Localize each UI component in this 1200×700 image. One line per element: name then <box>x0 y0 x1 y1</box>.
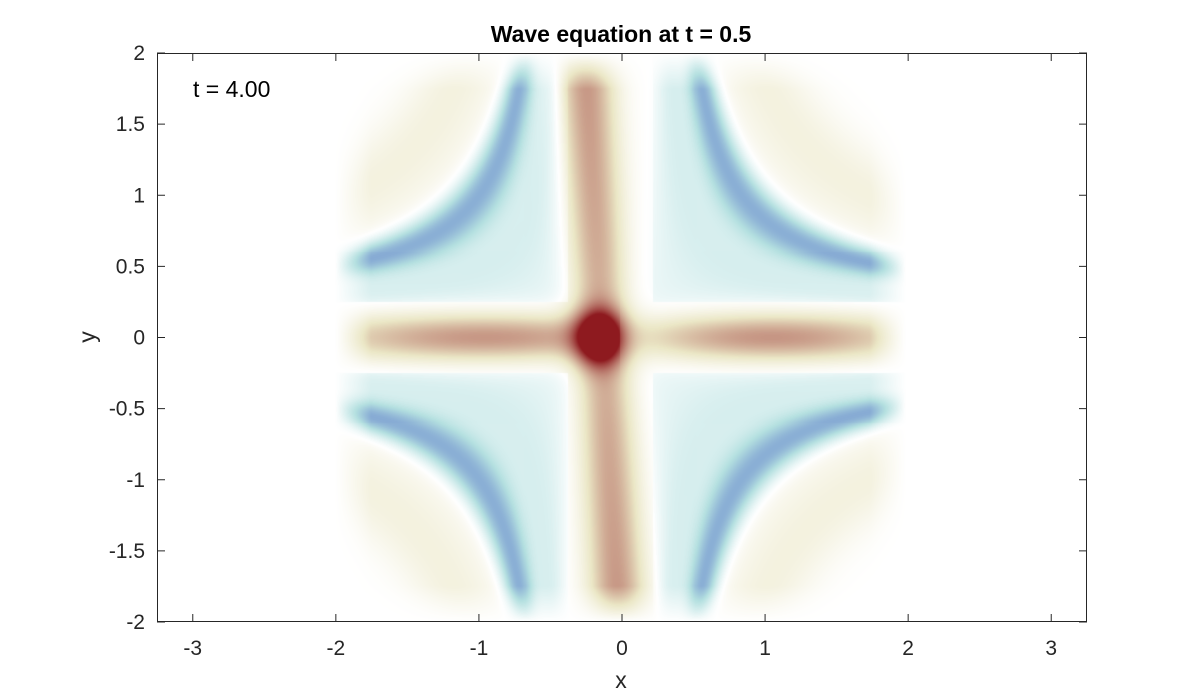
x-tick-label: -1 <box>470 637 489 660</box>
x-axis-label: x <box>615 667 627 693</box>
x-tick-label: 3 <box>1045 637 1057 660</box>
y-tick-label: 2 <box>133 42 145 65</box>
x-tick-label: 2 <box>902 637 914 660</box>
wave-field-heatmap <box>335 53 906 622</box>
y-tick-label: -2 <box>126 611 145 634</box>
x-tick-label: 0 <box>616 637 628 660</box>
x-tick-label: -3 <box>183 637 202 660</box>
chart-title: Wave equation at t = 0.5 <box>491 21 752 47</box>
y-tick-labels: -2 -1.5 -1 -0.5 0 0.5 1 1.5 2 <box>109 42 145 634</box>
y-tick-label: 1.5 <box>116 113 145 136</box>
y-tick-label: 0.5 <box>116 255 145 278</box>
time-annotation: t = 4.00 <box>193 76 270 102</box>
y-axis-label: y <box>74 331 100 343</box>
plot-area <box>157 52 1087 623</box>
x-tick-label: 1 <box>759 637 771 660</box>
y-tick-label: 1 <box>133 184 145 207</box>
x-tick-label: -2 <box>327 637 346 660</box>
x-tick-labels: -3 -2 -1 0 1 2 3 <box>183 637 1057 660</box>
y-tick-label: -0.5 <box>109 398 145 421</box>
y-tick-label: 0 <box>133 327 145 350</box>
y-tick-label: -1.5 <box>109 540 145 563</box>
y-tick-label: -1 <box>126 469 145 492</box>
axis-ticks <box>157 52 1087 623</box>
